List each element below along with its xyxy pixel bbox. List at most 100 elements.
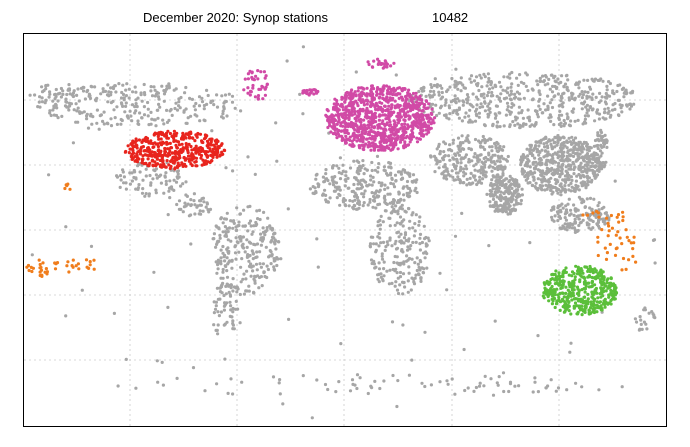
station-dot <box>342 112 346 116</box>
station-dot <box>562 310 567 314</box>
station-dot <box>149 141 153 145</box>
station-dot <box>239 265 243 269</box>
station-dot <box>512 182 517 186</box>
station-dot <box>585 103 590 107</box>
station-dot <box>453 164 457 168</box>
station-dot <box>226 246 230 250</box>
station-dot <box>315 237 319 241</box>
station-dot <box>228 293 232 297</box>
station-dot <box>168 186 172 190</box>
station-dot <box>370 168 374 173</box>
station-dot <box>142 91 147 95</box>
station-dot <box>475 103 479 107</box>
station-dot <box>112 108 116 112</box>
station-dot <box>590 284 595 288</box>
station-dot <box>472 79 477 83</box>
station-dot <box>549 119 553 123</box>
station-dot <box>520 155 524 159</box>
station-dot <box>237 220 241 224</box>
station-dot <box>376 123 380 127</box>
station-dot <box>456 151 460 155</box>
station-dot <box>409 244 413 248</box>
station-dot <box>591 169 595 173</box>
station-dot <box>603 305 607 309</box>
station-dot <box>199 199 203 203</box>
station-dot <box>607 216 611 220</box>
station-dot <box>124 181 128 185</box>
station-dot <box>412 234 416 238</box>
station-dot <box>391 147 395 151</box>
station-dot <box>341 200 346 204</box>
station-dot <box>569 212 573 216</box>
station-dot <box>500 183 504 188</box>
station-dot <box>491 165 495 169</box>
station-dot <box>516 188 520 192</box>
station-dot <box>341 124 345 128</box>
station-dot <box>486 138 490 142</box>
station-dot <box>580 150 584 154</box>
station-dot <box>590 208 594 212</box>
station-dot <box>71 94 75 98</box>
station-dot <box>388 216 392 220</box>
station-dot <box>168 109 172 113</box>
station-count: 10482 <box>432 10 468 25</box>
station-dot <box>134 386 138 390</box>
station-dot <box>286 207 290 211</box>
station-dot <box>398 140 403 144</box>
station-dot <box>162 164 166 169</box>
station-dot <box>166 147 170 151</box>
station-dot <box>336 132 340 136</box>
station-dot <box>251 86 255 90</box>
station-dot <box>246 72 250 76</box>
station-dot <box>368 197 372 202</box>
station-dot <box>553 185 557 190</box>
station-dot <box>553 278 557 282</box>
station-dot <box>470 159 474 163</box>
station-dot <box>255 222 259 226</box>
station-dot <box>447 104 451 108</box>
station-dot <box>379 241 383 245</box>
station-dot <box>482 96 486 100</box>
station-dot <box>598 149 603 153</box>
station-dot <box>378 188 382 192</box>
station-dot <box>234 257 238 261</box>
station-dot <box>596 131 600 135</box>
station-dot <box>180 161 184 165</box>
station-dot <box>68 92 72 96</box>
station-dot <box>85 117 89 121</box>
station-dot <box>211 99 215 103</box>
station-dot <box>388 192 392 196</box>
station-dot <box>455 81 459 85</box>
station-dot <box>396 121 400 125</box>
station-dot <box>426 236 430 240</box>
station-dot <box>198 146 202 150</box>
station-dot <box>158 150 162 154</box>
station-dot <box>561 135 565 139</box>
station-dot <box>229 239 233 243</box>
station-dot <box>314 177 318 181</box>
station-dot <box>383 200 387 204</box>
station-dot <box>226 238 230 242</box>
station-dot <box>153 151 157 155</box>
station-dot <box>521 172 525 176</box>
station-dot <box>263 233 267 237</box>
station-dot <box>122 98 126 102</box>
station-dot <box>419 113 423 117</box>
station-dot <box>398 92 402 96</box>
station-dot <box>252 277 256 281</box>
station-dot <box>324 172 328 176</box>
station-dot <box>114 90 118 94</box>
station-dot <box>520 193 525 197</box>
station-dot <box>360 132 364 136</box>
station-dot <box>353 198 357 202</box>
station-dot <box>456 175 460 179</box>
station-dot <box>573 305 577 309</box>
station-dot <box>140 145 144 149</box>
station-dot <box>371 205 375 209</box>
station-dot <box>395 271 399 275</box>
station-dot <box>491 197 496 201</box>
station-dot <box>347 113 351 117</box>
station-dot <box>558 165 562 169</box>
station-dot <box>416 262 420 266</box>
station-dot <box>446 382 450 386</box>
